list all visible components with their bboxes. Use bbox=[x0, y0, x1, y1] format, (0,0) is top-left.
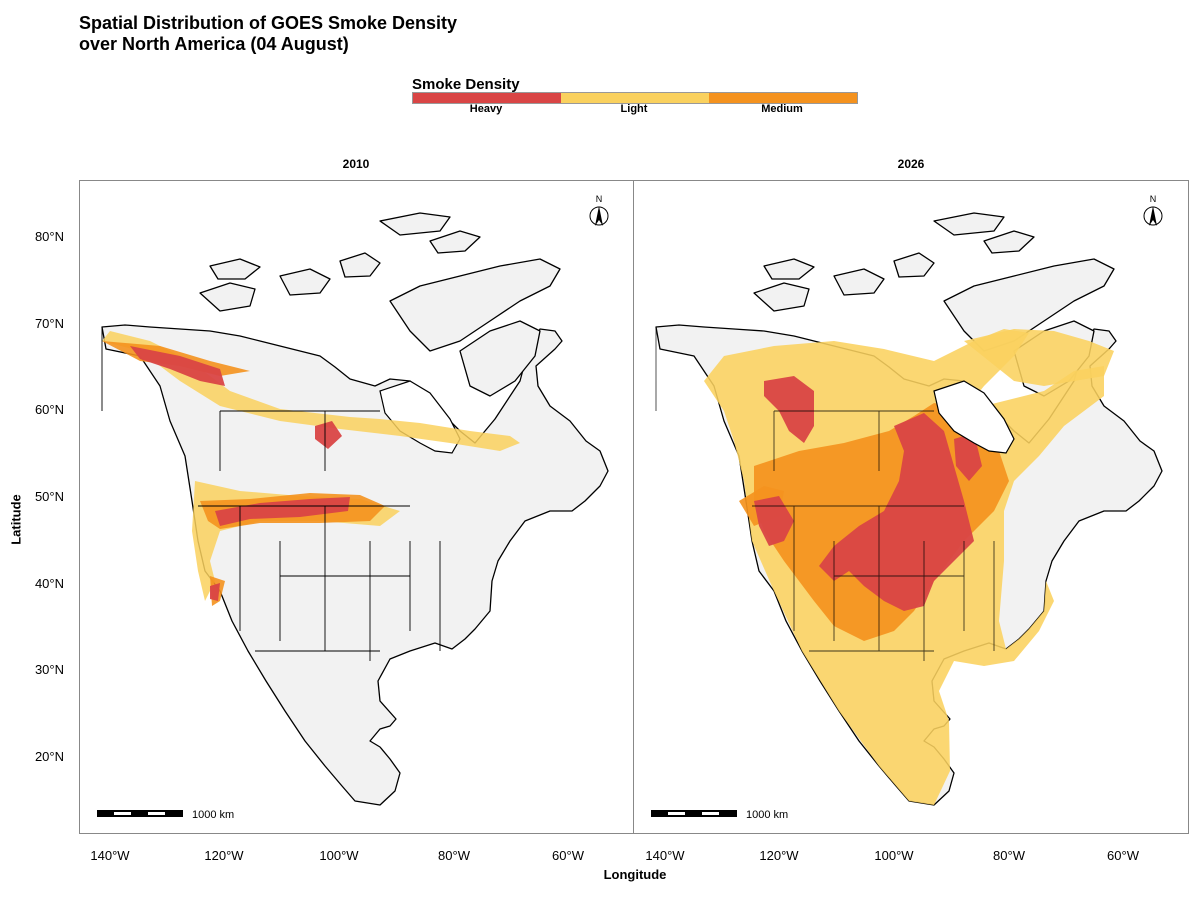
legend: Smoke Density Heavy Light Medium bbox=[412, 76, 858, 120]
smoke-heavy-right-3 bbox=[754, 496, 794, 546]
smoke-heavy-left-3 bbox=[315, 421, 342, 449]
north-label-right: N bbox=[1150, 194, 1157, 204]
arctic-island-5 bbox=[983, 230, 1035, 254]
scale-label-left: 1000 km bbox=[192, 809, 234, 821]
north-arrow-right: N bbox=[1143, 194, 1163, 226]
smoke-heavy-right-4 bbox=[954, 433, 982, 481]
map-svg-right: N 1000 km bbox=[651, 194, 1163, 821]
xtick-right-140: 140°W bbox=[645, 848, 685, 863]
xtick-right-100: 100°W bbox=[874, 848, 914, 863]
ytick-20: 20°N bbox=[34, 749, 64, 764]
legend-swatch-heavy bbox=[413, 93, 561, 103]
xtick-right-120: 120°W bbox=[759, 848, 799, 863]
boundaries-right bbox=[655, 327, 995, 661]
map-panel-left: N 1000 km bbox=[79, 180, 634, 834]
xtick-left-100: 100°W bbox=[319, 848, 359, 863]
smoke-heavy-left-4 bbox=[210, 583, 220, 601]
arctic-island-6 bbox=[933, 212, 1005, 236]
map-svg-left: N 1000 km bbox=[97, 194, 609, 821]
smoke-light-right-2 bbox=[964, 329, 1114, 386]
baffin-island bbox=[459, 320, 541, 397]
xtick-left-60: 60°W bbox=[552, 848, 584, 863]
legend-color-bar bbox=[412, 92, 858, 104]
arctic-island-4 bbox=[339, 252, 381, 278]
legend-swatch-light bbox=[561, 93, 709, 103]
smoke-heavy-left-2 bbox=[130, 346, 225, 386]
xtick-right-60: 60°W bbox=[1107, 848, 1139, 863]
boundaries-left bbox=[101, 327, 441, 661]
ytick-50: 50°N bbox=[34, 489, 64, 504]
hudson-bay-right bbox=[933, 380, 1015, 454]
smoke-left bbox=[102, 331, 520, 606]
arctic-island-2 bbox=[753, 282, 810, 312]
legend-labels: Heavy Light Medium bbox=[412, 103, 856, 115]
ytick-80: 80°N bbox=[34, 229, 64, 244]
smoke-heavy-left bbox=[215, 497, 350, 526]
legend-label-medium: Medium bbox=[761, 103, 803, 115]
ytick-70: 70°N bbox=[34, 316, 64, 331]
arctic-island-7 bbox=[209, 258, 261, 280]
scale-bar-left: 1000 km bbox=[97, 809, 234, 821]
x-axis-label: Longitude bbox=[603, 867, 667, 882]
north-america-outline bbox=[101, 324, 609, 806]
map-panel-right: N 1000 km bbox=[633, 180, 1189, 834]
north-label-left: N bbox=[596, 194, 603, 204]
xtick-right-80: 80°W bbox=[993, 848, 1025, 863]
ytick-60: 60°N bbox=[34, 402, 64, 417]
scale-label-right: 1000 km bbox=[746, 809, 788, 821]
scale-bar-right: 1000 km bbox=[651, 809, 788, 821]
xtick-left-80: 80°W bbox=[438, 848, 470, 863]
ytick-40: 40°N bbox=[34, 576, 64, 591]
legend-label-heavy: Heavy bbox=[469, 103, 503, 115]
y-axis-label: Latitude bbox=[8, 494, 24, 545]
panel-title-right: 2026 bbox=[897, 157, 925, 171]
arctic-island-7 bbox=[763, 258, 815, 280]
smoke-heavy-right bbox=[764, 376, 814, 443]
map-title-line1: Spatial Distribution of GOES Smoke Densi… bbox=[79, 13, 458, 33]
ytick-30: 30°N bbox=[34, 662, 64, 677]
map-title-line2: over North America (04 August) bbox=[79, 34, 349, 54]
smoke-right bbox=[704, 329, 1114, 805]
arctic-island-5 bbox=[429, 230, 481, 254]
smoke-heavy-right-2 bbox=[819, 413, 974, 611]
xtick-left-120: 120°W bbox=[204, 848, 244, 863]
arctic-island-3 bbox=[833, 268, 885, 296]
legend-title: Smoke Density bbox=[412, 76, 520, 93]
panel-title-left: 2010 bbox=[342, 157, 370, 171]
legend-swatch-medium bbox=[709, 93, 857, 103]
arctic-island-3 bbox=[279, 268, 331, 296]
smoke-light-left bbox=[102, 331, 520, 451]
map-title: Spatial Distribution of GOES Smoke Densi… bbox=[79, 13, 457, 55]
arctic-island-4 bbox=[893, 252, 935, 278]
arctic-island-6 bbox=[379, 212, 451, 236]
legend-label-light: Light bbox=[620, 103, 648, 115]
arctic-island-2 bbox=[199, 282, 256, 312]
xtick-left-140: 140°W bbox=[90, 848, 130, 863]
arctic-island-1 bbox=[389, 258, 561, 352]
north-arrow-left: N bbox=[589, 194, 609, 226]
